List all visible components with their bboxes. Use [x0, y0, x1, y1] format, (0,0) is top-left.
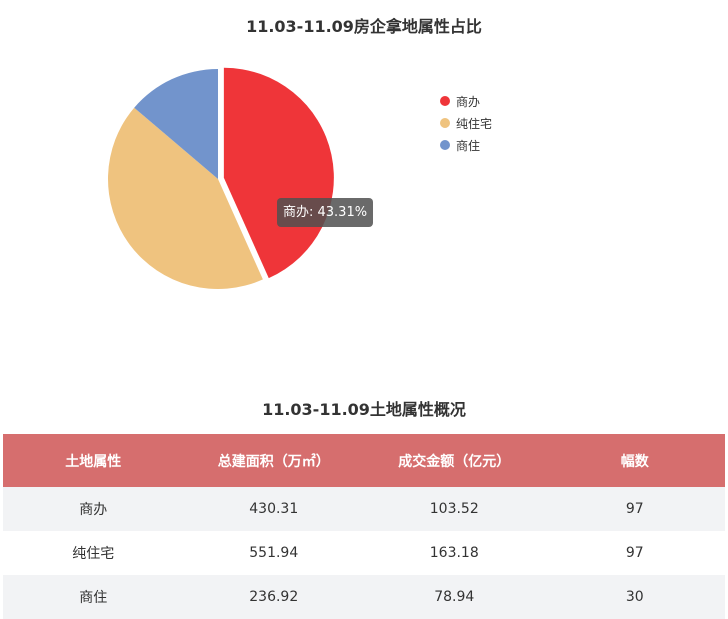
pie-tooltip: 商办: 43.31%: [277, 198, 374, 227]
cell-total-area: 551.94: [183, 531, 364, 575]
cell-plot-count: 97: [544, 487, 725, 531]
legend-item-shangban[interactable]: 商办: [440, 90, 492, 112]
header-plot-count: 幅数: [544, 434, 725, 487]
table-title: 11.03-11.09土地属性概况: [262, 400, 466, 419]
header-transaction-amount: 成交金额（亿元）: [364, 434, 545, 487]
table-header-row: 土地属性 总建面积（万㎡） 成交金额（亿元） 幅数: [3, 434, 725, 487]
cell-land-attribute: 商办: [3, 487, 184, 531]
pie-slice-mixed[interactable]: [134, 69, 218, 179]
legend-label: 商住: [456, 138, 481, 153]
legend-item-residential[interactable]: 纯住宅: [440, 112, 492, 134]
header-total-area: 总建面积（万㎡）: [183, 434, 364, 487]
header-land-attribute: 土地属性: [3, 434, 184, 487]
legend-dot-icon: [440, 96, 450, 106]
cell-transaction-amount: 78.94: [364, 575, 545, 619]
legend-item-mixed[interactable]: 商住: [440, 134, 492, 156]
legend-label: 纯住宅: [456, 116, 493, 131]
pie-slice-residential[interactable]: [108, 107, 263, 289]
legend-label: 商办: [456, 94, 481, 109]
cell-total-area: 236.92: [183, 575, 364, 619]
cell-total-area: 430.31: [183, 487, 364, 531]
legend-dot-icon: [440, 140, 450, 150]
legend-dot-icon: [440, 118, 450, 128]
cell-land-attribute: 商住: [3, 575, 184, 619]
pie-chart[interactable]: [0, 0, 728, 330]
cell-plot-count: 97: [544, 531, 725, 575]
cell-land-attribute: 纯住宅: [3, 531, 184, 575]
cell-transaction-amount: 163.18: [364, 531, 545, 575]
land-attribute-table: 土地属性 总建面积（万㎡） 成交金额（亿元） 幅数 商办 430.31 103.…: [3, 434, 725, 619]
pie-chart-title: 11.03-11.09房企拿地属性占比: [246, 17, 482, 36]
table-row: 商办 430.31 103.52 97: [3, 487, 725, 531]
cell-plot-count: 30: [544, 575, 725, 619]
cell-transaction-amount: 103.52: [364, 487, 545, 531]
pie-legend: 商办 纯住宅 商住: [440, 90, 492, 156]
table-row: 纯住宅 551.94 163.18 97: [3, 531, 725, 575]
table-row: 商住 236.92 78.94 30: [3, 575, 725, 619]
